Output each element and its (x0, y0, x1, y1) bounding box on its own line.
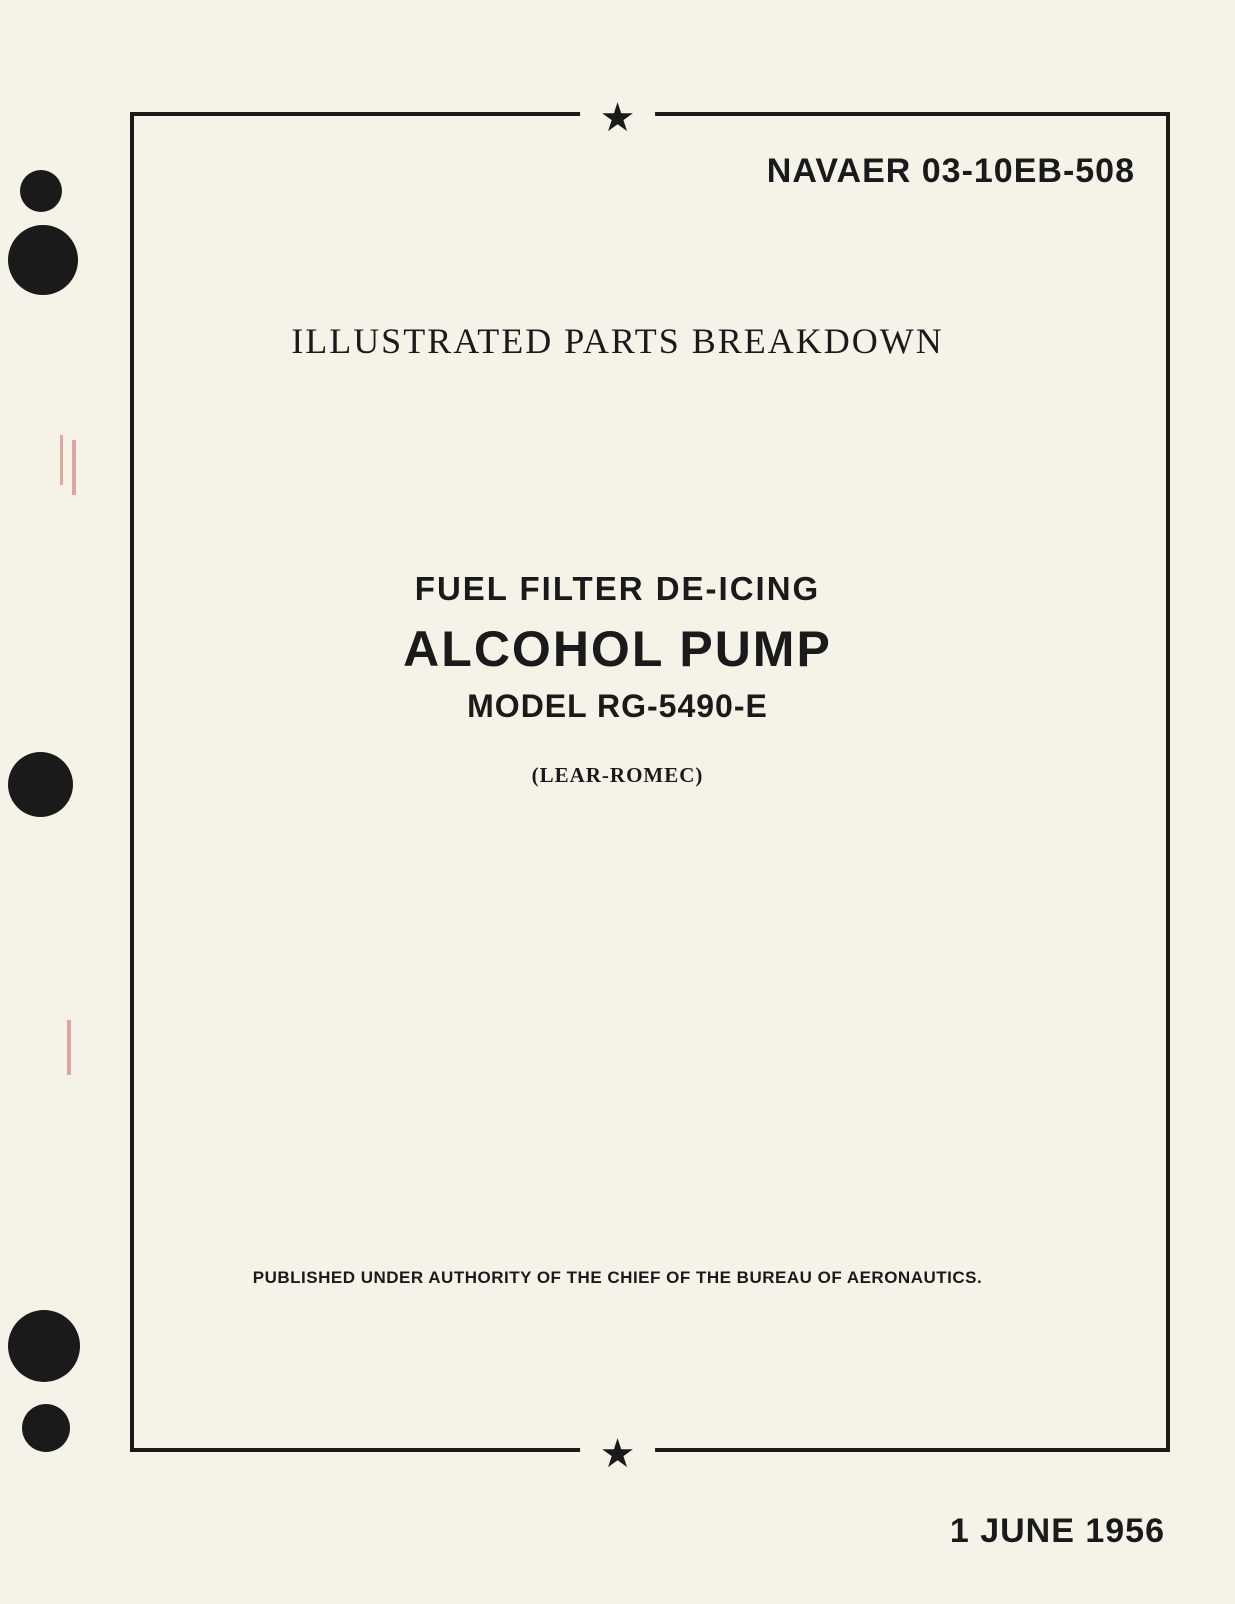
document-subtitle: FUEL FILTER DE-ICING (0, 570, 1235, 608)
document-main-title: ALCOHOL PUMP (0, 620, 1235, 678)
scan-artifact (67, 1020, 71, 1075)
punch-hole (8, 1310, 80, 1382)
document-number: NAVAER 03-10EB-508 (767, 152, 1135, 191)
document-heading: ILLUSTRATED PARTS BREAKDOWN (0, 320, 1235, 362)
model-number: MODEL RG-5490-E (0, 688, 1235, 725)
scan-artifact (72, 440, 76, 495)
manufacturer-name: (LEAR-ROMEC) (0, 763, 1235, 788)
punch-hole (20, 170, 62, 212)
scan-artifact (60, 435, 63, 485)
publication-date: 1 JUNE 1956 (950, 1512, 1165, 1551)
punch-hole (8, 225, 78, 295)
publishing-authority: PUBLISHED UNDER AUTHORITY OF THE CHIEF O… (0, 1268, 1235, 1288)
star-ornament-top: ★ (580, 98, 656, 138)
star-ornament-bottom: ★ (580, 1434, 656, 1474)
punch-hole (22, 1404, 70, 1452)
